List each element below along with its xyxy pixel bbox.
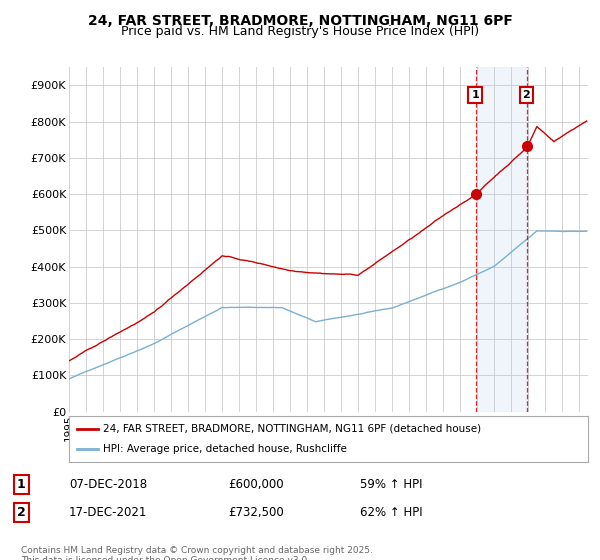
- Text: 1: 1: [17, 478, 25, 491]
- Bar: [476, 67, 527, 412]
- Text: 2: 2: [17, 506, 25, 519]
- Text: Price paid vs. HM Land Registry's House Price Index (HPI): Price paid vs. HM Land Registry's House …: [121, 25, 479, 38]
- Text: 62% ↑ HPI: 62% ↑ HPI: [360, 506, 422, 519]
- Text: HPI: Average price, detached house, Rushcliffe: HPI: Average price, detached house, Rush…: [103, 444, 347, 454]
- Text: Contains HM Land Registry data © Crown copyright and database right 2025.
This d: Contains HM Land Registry data © Crown c…: [21, 546, 373, 560]
- Text: 2: 2: [523, 90, 530, 100]
- Text: 24, FAR STREET, BRADMORE, NOTTINGHAM, NG11 6PF (detached house): 24, FAR STREET, BRADMORE, NOTTINGHAM, NG…: [103, 424, 481, 434]
- Text: 59% ↑ HPI: 59% ↑ HPI: [360, 478, 422, 491]
- Text: 1: 1: [471, 90, 479, 100]
- Text: 07-DEC-2018: 07-DEC-2018: [69, 478, 147, 491]
- Text: 24, FAR STREET, BRADMORE, NOTTINGHAM, NG11 6PF: 24, FAR STREET, BRADMORE, NOTTINGHAM, NG…: [88, 14, 512, 28]
- Text: 17-DEC-2021: 17-DEC-2021: [69, 506, 148, 519]
- Text: £732,500: £732,500: [228, 506, 284, 519]
- Text: £600,000: £600,000: [228, 478, 284, 491]
